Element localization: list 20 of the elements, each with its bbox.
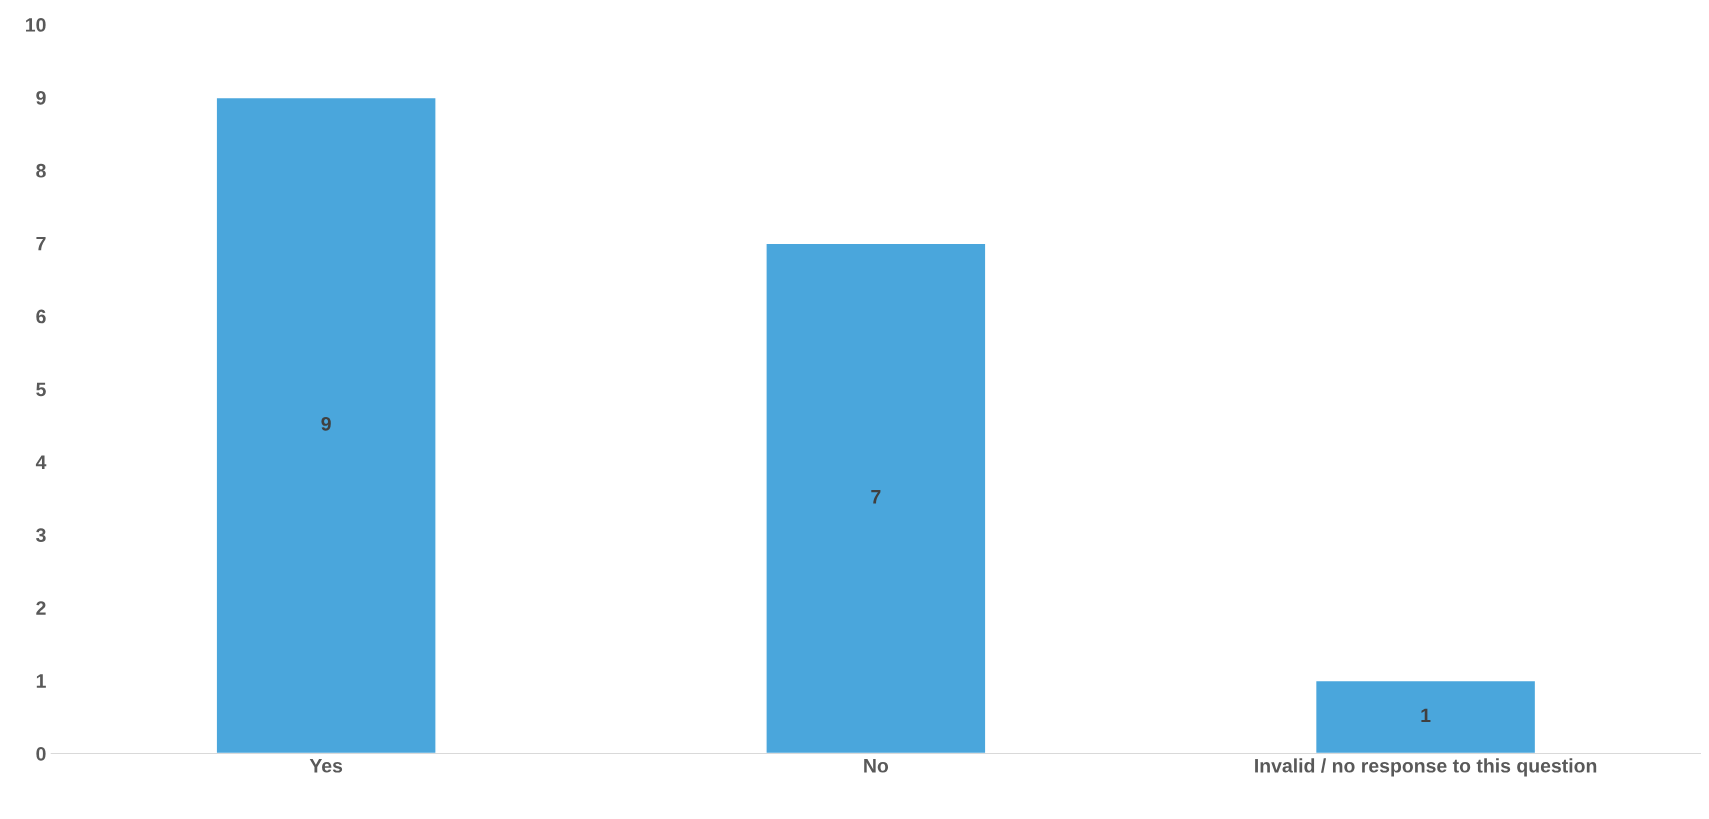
y-tick-label: 7 [36,236,46,251]
y-tick-label: 2 [36,601,46,615]
data-label: 7 [871,490,881,504]
bar [215,96,437,754]
data-label: 9 [321,416,331,431]
y-tick-label: 3 [36,528,46,543]
x-tick-label: No [864,759,889,773]
y-tick-label: 6 [36,309,46,324]
y-tick-label: 5 [36,382,46,397]
y-tick-label: 0 [36,746,46,761]
bar [1314,679,1537,754]
y-tick-label: 1 [36,674,46,688]
y-tick-label: 9 [36,90,46,105]
x-tick-label: Invalid / no response to this question [1255,758,1597,777]
y-tick-label: 8 [36,163,46,178]
bar [765,242,987,754]
y-tick-label: 10 [26,18,46,32]
data-label: 1 [1421,708,1431,723]
x-tick-label: Yes [309,759,343,773]
y-tick-label: 4 [35,455,47,469]
